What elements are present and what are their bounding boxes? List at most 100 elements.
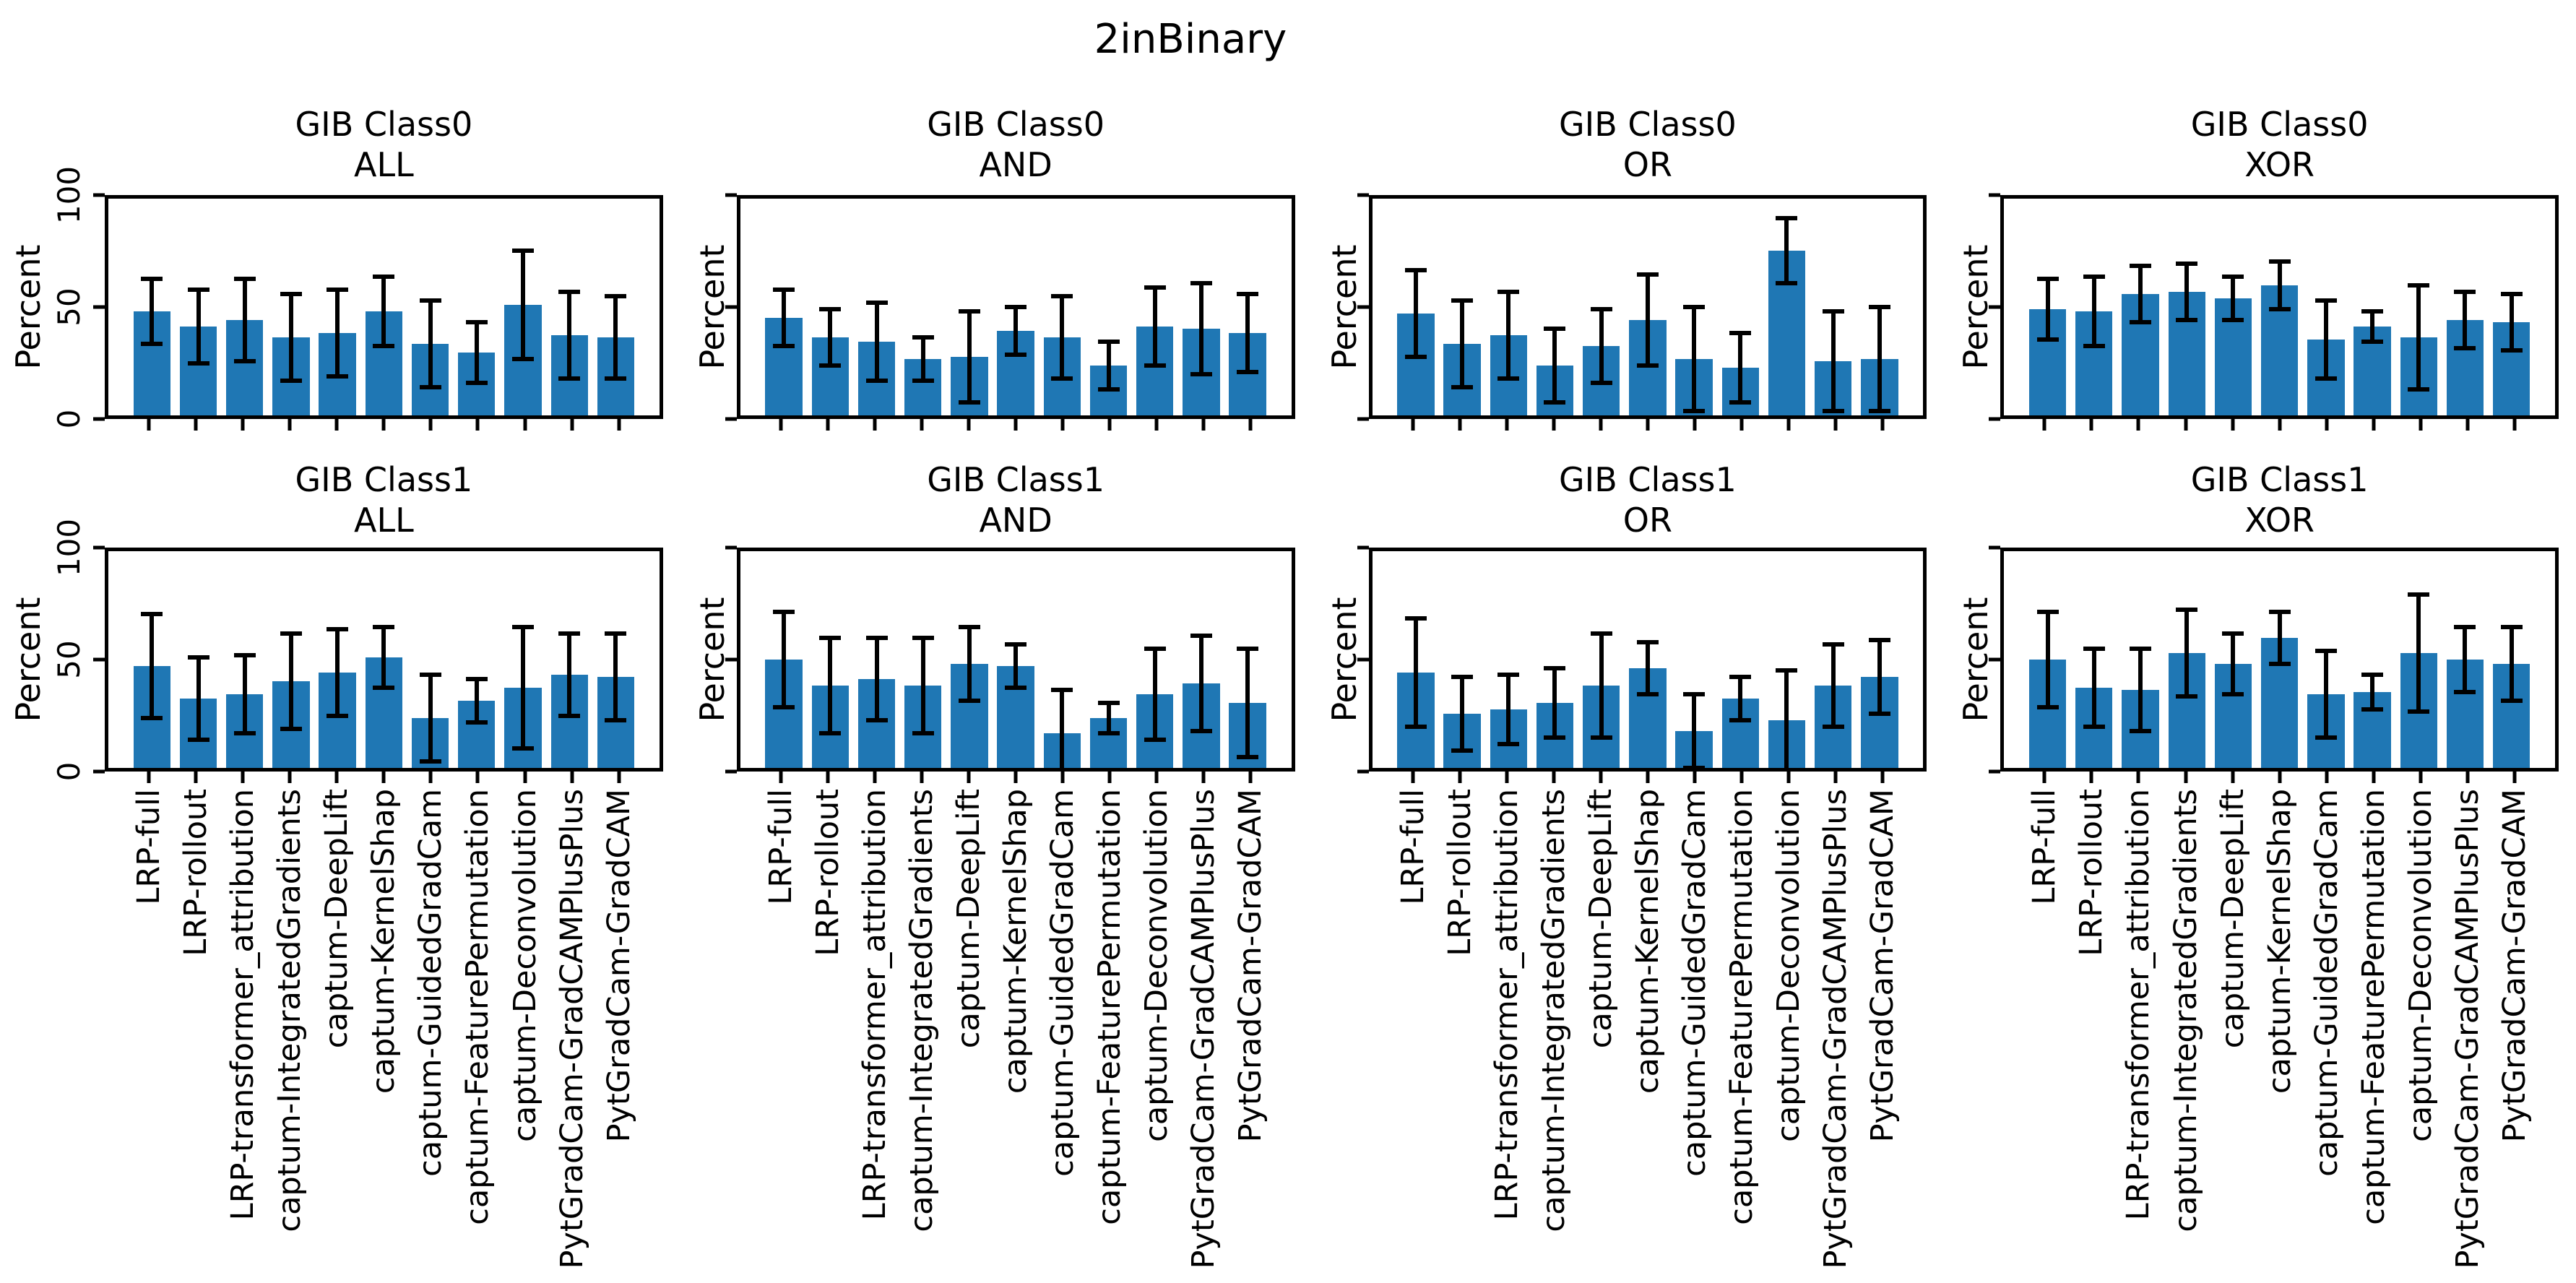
error-bar <box>1506 292 1511 379</box>
error-bar-cap-top <box>2268 610 2291 614</box>
error-bar-cap-bottom <box>141 342 163 346</box>
error-bar-cap-top <box>233 653 256 657</box>
error-bar-cap-bottom <box>558 714 581 718</box>
subplot-title-line2: ALL <box>354 501 414 540</box>
error-bar <box>242 655 247 733</box>
y-tick <box>1989 305 2001 309</box>
y-tick <box>93 193 105 197</box>
error-bar-cap-top <box>2176 262 2198 266</box>
axes-box <box>105 548 663 772</box>
y-tick <box>93 305 105 309</box>
error-bar-cap-top <box>1144 647 1166 651</box>
error-bar-cap-bottom <box>2222 692 2244 696</box>
error-bar-cap-top <box>2222 631 2244 636</box>
error-bar-cap-bottom <box>2361 340 2384 344</box>
x-tick <box>2278 772 2282 783</box>
error-bar <box>1198 636 1203 731</box>
x-tick <box>2136 419 2140 431</box>
error-bar <box>2231 277 2236 320</box>
error-bar-cap-bottom <box>327 714 349 718</box>
error-bar <box>2277 262 2282 309</box>
error-bar <box>1599 634 1604 738</box>
error-bar-cap-bottom <box>1683 766 1706 768</box>
error-bar-cap-top <box>865 301 888 305</box>
error-bar-cap-bottom <box>2036 337 2059 342</box>
x-tick-label: captum-KernelShap <box>998 789 1034 1094</box>
y-tick-label: 0 <box>51 761 87 782</box>
error-bar-cap-top <box>327 627 349 631</box>
error-bar-cap-bottom <box>419 385 441 389</box>
y-tick <box>1989 193 2001 197</box>
error-bar-cap-top <box>2036 610 2059 614</box>
error-bar-cap-bottom <box>958 699 980 703</box>
error-bar-cap-top <box>2361 309 2384 314</box>
x-tick <box>1411 772 1415 783</box>
y-tick-label: 50 <box>51 288 87 327</box>
error-bar-cap-top <box>1822 642 1844 647</box>
error-bar-cap-bottom <box>2083 725 2105 729</box>
axes-box <box>1368 548 1927 772</box>
y-tick <box>1357 769 1369 774</box>
subplot-gib-class1-all: GIB Class1 ALL 0 50 100 Percent LRP-full LRP… <box>9 419 663 1280</box>
error-bar-cap-top <box>1822 309 1844 314</box>
error-bar-cap-bottom <box>1144 738 1166 742</box>
x-tick <box>1458 772 1462 783</box>
y-tick <box>93 769 105 774</box>
error-bar <box>1831 644 1836 727</box>
error-bar-cap-bottom <box>2314 376 2337 381</box>
error-bar-cap-bottom <box>1822 725 1844 729</box>
error-bar <box>1245 294 1250 372</box>
x-tick <box>1060 419 1065 431</box>
error-bar <box>428 675 433 761</box>
subplot-title: GIB Class0 OR <box>1369 104 1927 185</box>
error-bar-cap-top <box>958 309 980 314</box>
y-tick <box>1989 657 2001 662</box>
y-axis-label: Percent <box>9 597 48 722</box>
error-bar-cap-bottom <box>1404 725 1427 729</box>
error-bar <box>381 277 386 346</box>
error-bar <box>2370 675 2375 709</box>
subplot-title: GIB Class1 XOR <box>2000 459 2559 540</box>
y-axis-label: Percent <box>1324 597 1364 722</box>
x-tick-label: LRP-transformer_attribution <box>2120 789 2157 1221</box>
x-tick <box>2372 772 2376 783</box>
error-bar <box>2138 649 2143 731</box>
x-tick <box>1599 419 1603 431</box>
error-bar-cap-top <box>1590 307 1612 311</box>
error-bar-cap-bottom <box>1005 686 1027 690</box>
error-bar-cap-bottom <box>1097 731 1120 735</box>
error-bar <box>288 294 293 381</box>
x-tick <box>194 419 198 431</box>
error-bar-cap-bottom <box>511 746 534 751</box>
x-tick <box>779 772 783 783</box>
x-tick <box>1880 772 1885 783</box>
error-bar-cap-top <box>2408 592 2430 597</box>
error-bar-cap-bottom <box>2361 707 2384 712</box>
error-bar <box>874 638 879 720</box>
error-bar-cap-top <box>1497 673 1520 677</box>
subplot-gib-class1-or: GIB Class1 OR Percent LRP-full LRP-rollou… <box>1325 419 1927 1280</box>
error-bar <box>335 629 340 716</box>
x-tick <box>2419 419 2423 431</box>
error-bar-cap-top <box>2268 259 2291 264</box>
error-bar-cap-top <box>1776 668 1798 673</box>
error-bar <box>1692 694 1697 768</box>
error-bar-cap-top <box>558 290 581 294</box>
error-bar-cap-top <box>1097 340 1120 344</box>
x-tick <box>1154 419 1159 431</box>
error-bar-cap-bottom <box>511 357 534 361</box>
x-tick <box>1833 772 1838 783</box>
y-tick <box>725 417 737 421</box>
error-bar-cap-bottom <box>2176 694 2198 699</box>
x-tick-label: captum-DeepLift <box>2214 789 2251 1049</box>
x-tick <box>779 419 783 431</box>
error-bar <box>1552 668 1557 738</box>
error-bar <box>2091 649 2096 727</box>
y-tick <box>725 657 737 662</box>
error-bar-cap-bottom <box>2454 346 2476 350</box>
subplot-title: GIB Class0 XOR <box>2000 104 2559 185</box>
error-bar <box>1245 649 1250 757</box>
error-bar <box>828 309 833 366</box>
error-bar-cap-top <box>819 636 842 640</box>
error-bar <box>242 279 247 361</box>
